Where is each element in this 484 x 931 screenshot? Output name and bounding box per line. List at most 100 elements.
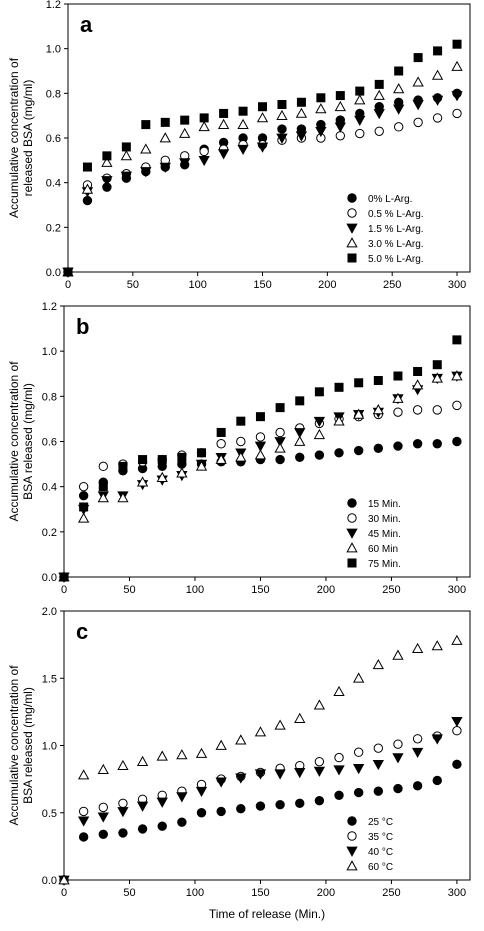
data-point — [374, 79, 384, 89]
data-point — [355, 128, 365, 139]
data-point — [354, 94, 366, 105]
data-point — [431, 734, 443, 745]
data-point — [314, 450, 325, 460]
x-tick-label: 300 — [448, 279, 466, 291]
data-point — [372, 404, 384, 415]
data-point — [392, 649, 404, 660]
data-point — [254, 726, 267, 737]
data-point — [373, 443, 384, 453]
legend-label: 25 °C — [368, 817, 393, 828]
y-tick-label: 1.5 — [42, 673, 57, 685]
data-point — [353, 764, 365, 775]
data-point — [98, 461, 108, 472]
data-point — [199, 113, 209, 123]
chart-panel-a: 0 50 100 150 200 250 300 0.0 0.2 0.4 0.6 0.8 1.0 1.2 a… — [7, 0, 471, 291]
data-point — [275, 427, 285, 438]
data-point — [451, 370, 463, 381]
data-point — [177, 452, 187, 462]
data-point — [179, 158, 191, 169]
data-point — [353, 747, 364, 757]
series-0 — [59, 759, 462, 885]
data-point — [77, 769, 90, 780]
data-point — [277, 100, 287, 109]
data-point — [275, 799, 285, 810]
y-tick-label: 0.4 — [42, 482, 57, 494]
data-point — [216, 427, 226, 437]
data-point — [295, 452, 305, 463]
data-point — [432, 439, 442, 449]
data-point — [176, 749, 188, 760]
data-point — [254, 769, 267, 780]
data-point — [78, 491, 89, 501]
data-point — [373, 743, 384, 753]
data-point — [335, 91, 345, 101]
y-tick-label: 1.0 — [46, 44, 61, 56]
data-point — [333, 415, 345, 426]
data-point — [101, 156, 113, 167]
legend-label: 0% L-Arg. — [368, 194, 412, 205]
legend: 25 °C 35 °C 40 °C 60 °C — [346, 816, 393, 873]
data-point — [334, 752, 344, 763]
y-axis-label: Accumulative concentration ofreleased BS… — [7, 57, 35, 218]
x-tick-label: 200 — [318, 279, 336, 291]
data-point — [236, 416, 246, 426]
data-point — [451, 91, 463, 102]
legend-label: 45 Min. — [368, 529, 401, 540]
data-point — [235, 734, 247, 745]
x-tick-label: 250 — [382, 887, 400, 899]
data-point — [78, 832, 89, 842]
data-point — [236, 804, 246, 814]
data-point — [238, 106, 248, 116]
legend-marker — [347, 193, 357, 203]
legend-label: 30 Min. — [368, 514, 401, 525]
data-point — [353, 787, 364, 798]
series-1 — [59, 400, 462, 582]
y-tick-label: 0.2 — [46, 222, 61, 234]
legend-marker — [347, 513, 357, 523]
data-point — [79, 502, 89, 512]
data-point — [215, 777, 227, 788]
data-point — [258, 102, 268, 112]
data-point — [313, 766, 326, 777]
data-point — [215, 739, 227, 750]
data-point — [136, 801, 149, 812]
y-tick-label: 0.4 — [46, 178, 61, 190]
data-point — [275, 403, 285, 413]
data-point — [157, 455, 167, 465]
y-tick-label: 1.2 — [46, 0, 61, 11]
data-point — [255, 412, 265, 422]
data-point — [195, 747, 208, 758]
y-axis-label: Accumulative concentration ofBSA release… — [7, 361, 35, 522]
data-point — [295, 798, 305, 809]
data-point — [372, 658, 384, 670]
data-point — [277, 124, 287, 134]
data-point — [274, 719, 286, 730]
legend-marker — [347, 498, 357, 508]
x-tick-label: 250 — [383, 279, 401, 291]
data-point — [63, 267, 73, 277]
series-4 — [59, 335, 462, 582]
data-point — [295, 107, 308, 118]
data-point — [141, 120, 151, 130]
data-point — [121, 142, 131, 152]
data-point — [256, 142, 269, 153]
data-point — [433, 46, 443, 56]
data-point — [198, 155, 210, 167]
y-axis-label-line: released BSA (mg/ml) — [21, 80, 35, 197]
x-tick-label: 200 — [317, 584, 335, 596]
panel-letter: b — [76, 314, 89, 339]
data-point — [195, 460, 208, 471]
data-point — [58, 874, 70, 885]
data-point — [97, 812, 109, 823]
data-point — [452, 436, 462, 447]
data-point — [432, 360, 442, 370]
x-tick-label: 100 — [188, 279, 206, 291]
data-point — [373, 376, 383, 386]
legend: 15 Min. 30 Min. 45 Min. 60 Min 75 Min. — [346, 498, 401, 570]
data-point — [413, 53, 423, 63]
y-axis-label-line: Accumulative concentration of — [7, 665, 21, 826]
legend-marker — [347, 816, 357, 826]
x-tick-label: 250 — [382, 584, 400, 596]
